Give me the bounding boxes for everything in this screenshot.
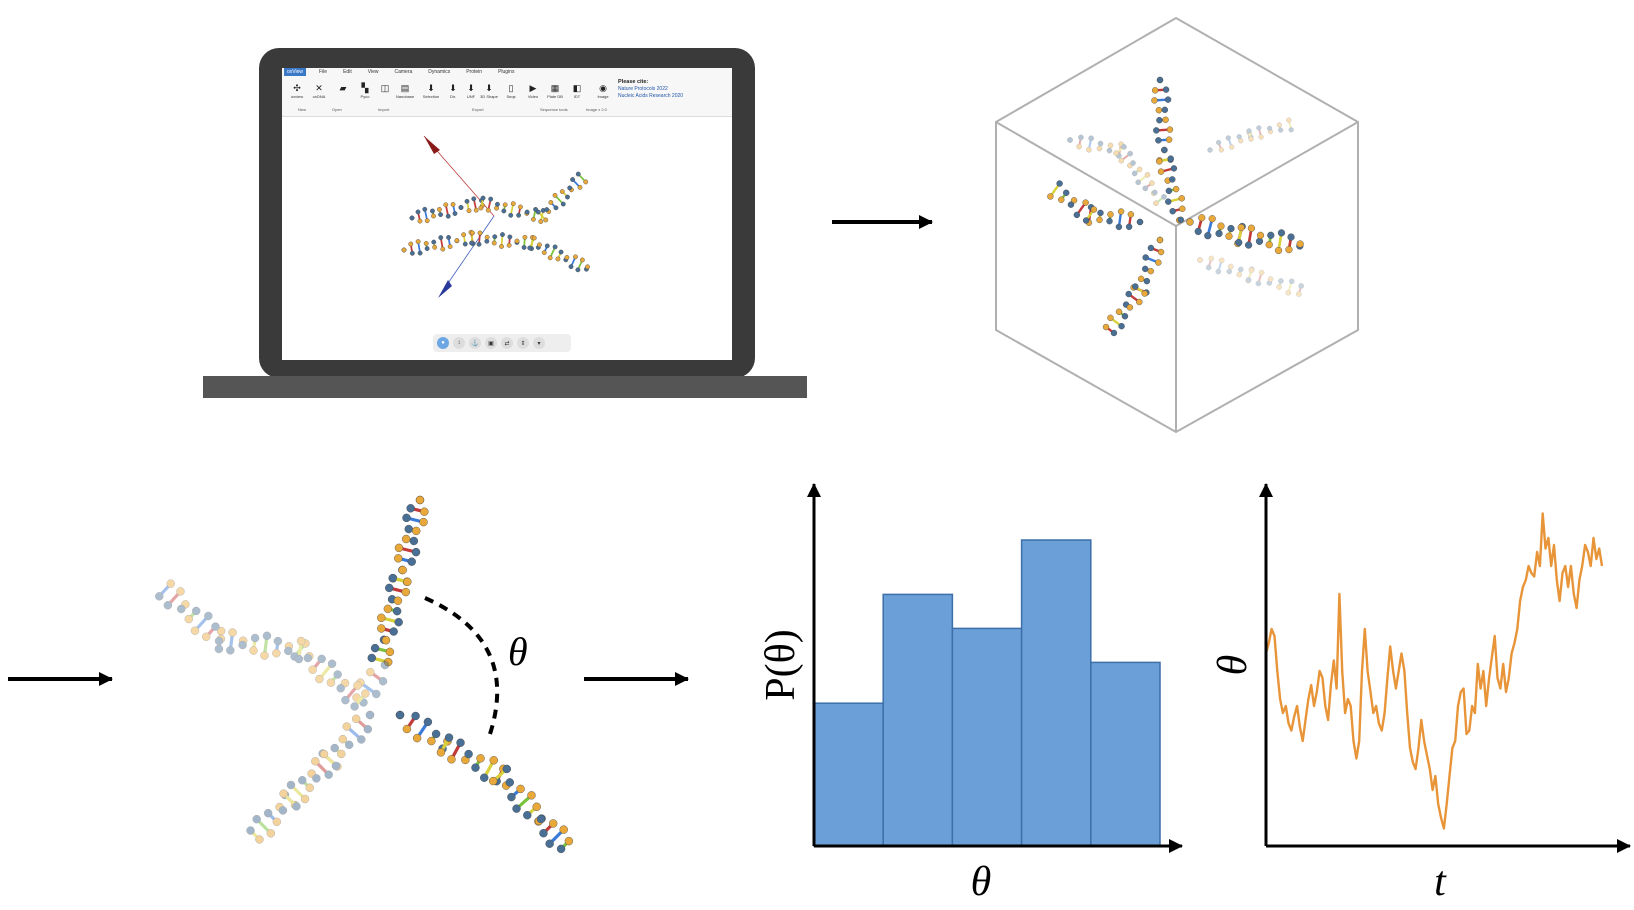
timeseries-chart: θ t	[1210, 483, 1631, 905]
menu-bar: oxView File Edit View Camera Dynamics Protein P…	[282, 68, 517, 76]
group-label: New	[298, 107, 307, 112]
tool-idt-button[interactable]: ◧ IDT	[566, 82, 588, 99]
tool-pdb-button[interactable]: ◫	[374, 82, 396, 94]
simulation-box	[995, 16, 1359, 434]
tool-label: Plate DB	[547, 94, 563, 99]
updown-icon[interactable]: ⇕	[517, 337, 529, 349]
tool-label: UNF	[466, 94, 476, 99]
axis-arrow-icon	[424, 136, 440, 154]
timeseries-y-label: θ	[1210, 655, 1256, 676]
tool-seqs-button[interactable]: ▯ Seqs	[500, 82, 522, 99]
tool-3d-shape-button[interactable]: ⬇ 3D Shape	[478, 82, 500, 99]
histogram-chart: P(θ) θ	[758, 483, 1183, 905]
group-label: Import	[378, 107, 390, 112]
citation-link-1[interactable]: Nature Protocols 2022	[618, 86, 668, 92]
tool-oxview-button[interactable]: ✣ oxview	[286, 82, 308, 99]
angle-arc	[424, 596, 500, 735]
oxview-icon: ✣	[293, 83, 301, 93]
tool-image-button[interactable]: ◉ Image	[592, 82, 614, 99]
file-icon: ▯	[508, 83, 514, 93]
tool-pyco-button[interactable]: ▚ Pyco	[354, 82, 376, 99]
group-label: Image x 2.0	[586, 107, 607, 112]
video-icon: ▶	[529, 83, 537, 93]
histogram-y-label: P(θ)	[758, 629, 804, 700]
shuffle-icon[interactable]: ⇄	[501, 337, 513, 349]
histogram-x-label: θ	[971, 859, 992, 905]
histogram-bar	[813, 702, 884, 847]
cite-heading: Please cite:	[618, 79, 649, 85]
dna-structure-in-box	[1047, 76, 1305, 337]
tool-label: Nanobase	[395, 94, 415, 99]
tool-label: Pyco	[360, 94, 370, 99]
histogram-bar	[951, 627, 1023, 847]
axis-arrow-icon	[438, 280, 452, 298]
tool-label: Video	[527, 94, 539, 99]
timeseries-line	[1264, 512, 1604, 830]
menu-tab-oxview[interactable]: oxView	[284, 68, 307, 76]
dropdown-icon[interactable]: ▾	[533, 337, 545, 349]
tool-unf-button[interactable]: ⬇ UNF	[460, 82, 482, 99]
download-icon: ⬇	[427, 83, 435, 93]
menu-tab-camera[interactable]: Camera	[394, 69, 413, 75]
tool-label: Image	[597, 94, 609, 99]
tool-dir--button[interactable]: ⬇ Dir.	[442, 82, 464, 99]
menu-tab-plugins[interactable]: Plugins	[498, 69, 515, 75]
tool-plate-db-button[interactable]: ▦ Plate DB	[544, 82, 566, 99]
camera-icon: ◉	[599, 83, 607, 93]
tool-selection-button[interactable]: ⬇ Selection	[420, 82, 442, 99]
nanobase-icon: ▤	[400, 83, 410, 93]
tool-label: Dir.	[450, 94, 456, 99]
pdb-icon: ◫	[380, 83, 390, 93]
axis-line	[441, 215, 495, 293]
camera-icon[interactable]: ●	[437, 337, 449, 349]
menu-tab-protein[interactable]: Protein	[466, 69, 483, 75]
download-icon: ⬇	[467, 83, 475, 93]
oxdna-icon: ✕	[315, 83, 323, 93]
group-label: Open	[332, 107, 342, 112]
menu-tab-view[interactable]: View	[367, 69, 379, 75]
group-label: Export	[472, 107, 484, 112]
angle-label: θ	[508, 629, 528, 674]
oxview-screen: oxView File Edit View Camera Dynamics Protein P…	[282, 68, 732, 360]
idt-icon: ◧	[572, 83, 582, 93]
tool-label: Selection	[422, 94, 440, 99]
dna-junction-structure	[155, 495, 574, 854]
citation-link-2[interactable]: Nucleic Acids Research 2020	[618, 93, 684, 99]
plate-icon: ▦	[550, 83, 560, 93]
pyco-icon: ▚	[361, 83, 369, 93]
histogram-bar	[1020, 539, 1092, 847]
tool-label: 3D Shape	[480, 94, 498, 99]
tool-label: oxview	[290, 94, 304, 99]
tool-label: oxDNA	[312, 94, 326, 99]
group-label: Sequence tools	[540, 107, 568, 112]
viewer-canvas[interactable]	[282, 68, 732, 360]
download-icon: ⬇	[485, 83, 493, 93]
tool-oxdna-button[interactable]: ✕ oxDNA	[308, 82, 330, 99]
tool-label: IDT	[573, 94, 581, 99]
arrows-icon[interactable]: ↕	[453, 337, 465, 349]
open-folder-icon: ▰	[339, 83, 347, 93]
menu-tab-edit[interactable]: Edit	[343, 69, 352, 75]
menu-tab-dynamics[interactable]: Dynamics	[428, 69, 451, 75]
tool-video-button[interactable]: ▶ Video	[522, 82, 544, 99]
oxview-ribbon: oxView File Edit View Camera Dynamics Protein P…	[282, 68, 732, 117]
bricks-icon[interactable]: ▣	[485, 337, 497, 349]
download-icon: ⬇	[449, 83, 457, 93]
citation-box: Please cite: Nature Protocols 2022 Nucle…	[618, 79, 683, 99]
view-toolbar: ● ↕ ⚓ ▣ ⇄ ⇕ ▾	[433, 334, 571, 352]
tool-label: Seqs	[506, 94, 516, 99]
timeseries-x-label: t	[1434, 859, 1447, 905]
fix-icon[interactable]: ⚓	[469, 337, 481, 349]
menu-tab-file[interactable]: File	[319, 69, 328, 75]
histogram-bar	[882, 593, 954, 847]
laptop-base	[203, 376, 807, 398]
tool-open-folder-button[interactable]: ▰	[332, 82, 354, 94]
histogram-bar	[1090, 661, 1161, 847]
tool-nanobase-button[interactable]: ▤ Nanobase	[394, 82, 416, 99]
